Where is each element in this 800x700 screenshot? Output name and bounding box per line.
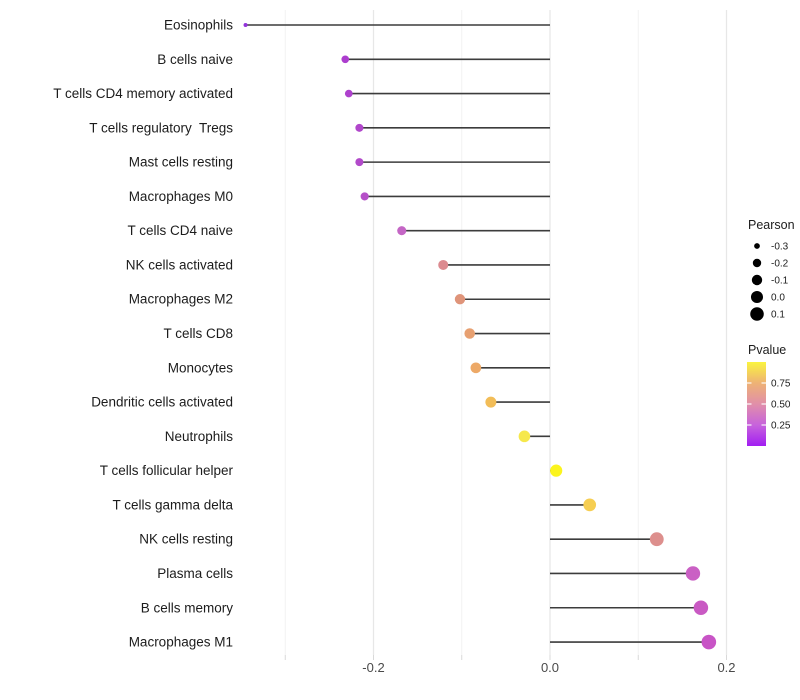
colorbar-labels: 0.75 0.50 0.25: [771, 379, 791, 432]
lollipop-dot: [583, 498, 597, 512]
lollipop-dot: [485, 396, 497, 408]
lollipop-row: [550, 566, 701, 581]
lollipop-dot: [649, 532, 664, 547]
legend-size-label: 0.1: [771, 310, 785, 321]
lollipop-row: [550, 600, 709, 616]
legend: Pearson -0.3-0.2-0.10.00.1 Pvalue 0.750.…: [747, 218, 795, 446]
legend-size-dot: [754, 243, 760, 249]
colorbar-tick-label: 0.50: [771, 400, 791, 411]
lollipop-dot: [341, 55, 350, 64]
category-label: NK cells activated: [126, 257, 233, 272]
lollipop-dot: [397, 226, 407, 236]
lollipop-dot: [464, 328, 475, 339]
lollipop-dot: [360, 192, 369, 201]
pearson-size-legend: -0.3 -0.2 -0.1 0.0 0.1: [750, 242, 789, 321]
legend-pvalue-title: Pvalue: [748, 343, 786, 357]
lollipop-row: [485, 396, 550, 408]
lollipop-row: [550, 498, 597, 512]
colorbar-tick-label: 0.25: [771, 421, 791, 432]
category-label: Neutrophils: [165, 429, 234, 444]
lollipop-row: [464, 328, 550, 339]
lollipop-row: [550, 634, 717, 650]
legend-pearson-title: Pearson: [748, 218, 795, 232]
category-label: Monocytes: [168, 360, 234, 375]
category-label: B cells naive: [157, 52, 233, 67]
x-tick-label: -0.2: [362, 660, 384, 675]
category-label: Mast cells resting: [129, 155, 233, 170]
lollipop-row: [243, 23, 550, 27]
legend-size-label: 0.0: [771, 293, 785, 304]
lollipop-row: [438, 259, 550, 270]
lollipop-row: [518, 430, 550, 443]
lollipop-dot: [685, 566, 701, 581]
legend-size-label: -0.3: [771, 242, 789, 253]
gridlines: [284, 10, 728, 655]
colorbar-ticks: [747, 382, 766, 426]
category-label: T cells gamma delta: [112, 497, 233, 512]
category-label: Macrophages M2: [129, 292, 233, 307]
lollipop-rows: [243, 23, 717, 650]
category-labels: Eosinophils B cells naive T cells CD4 memo…: [53, 18, 233, 650]
x-axis: -0.2 0.0 0.2: [284, 655, 736, 675]
x-tick-label: 0.0: [541, 660, 559, 675]
lollipop-dot: [243, 23, 248, 27]
legend-size-dot: [751, 274, 763, 286]
category-label: Eosinophils: [164, 18, 233, 33]
lollipop-dot: [454, 294, 466, 305]
pvalue-colorbar: [747, 362, 766, 446]
lollipop-row: [341, 55, 550, 64]
lollipop-row: [550, 532, 664, 547]
lollipop-dot: [693, 600, 709, 616]
lollipop-dot: [550, 464, 563, 477]
lollipop-dot: [701, 634, 717, 650]
lollipop-dot: [355, 158, 364, 167]
category-label: T cells follicular helper: [100, 463, 234, 478]
category-label: T cells regulatory Tregs: [89, 120, 233, 135]
category-label: Macrophages M0: [129, 189, 233, 204]
category-label: B cells memory: [141, 600, 234, 615]
category-label: T cells CD4 naive: [127, 223, 233, 238]
legend-size-dot: [752, 258, 762, 268]
lollipop-row: [470, 362, 550, 374]
lollipop-dot: [518, 430, 531, 443]
lollipop-row: [360, 192, 550, 201]
lollipop-dot: [470, 362, 482, 374]
lollipop-row: [355, 123, 550, 132]
legend-size-dot: [750, 307, 764, 321]
lollipop-row: [550, 464, 563, 477]
lollipop-row: [344, 89, 550, 98]
category-label: NK cells resting: [139, 532, 233, 547]
category-label: T cells CD8: [163, 326, 233, 341]
lollipop-row: [397, 226, 550, 236]
colorbar-tick-label: 0.75: [771, 379, 791, 390]
category-label: T cells CD4 memory activated: [53, 86, 233, 101]
lollipop-row: [454, 294, 550, 305]
lollipop-dot: [355, 123, 364, 132]
lollipop-row: [355, 158, 550, 167]
legend-size-label: -0.2: [771, 259, 789, 270]
legend-size-dot: [750, 290, 764, 304]
legend-size-label: -0.1: [771, 276, 789, 287]
lollipop-dot: [344, 89, 353, 98]
category-label: Dendritic cells activated: [91, 395, 233, 410]
x-tick-label: 0.2: [717, 660, 735, 675]
lollipop-dot: [438, 259, 449, 270]
category-label: Macrophages M1: [129, 635, 233, 650]
category-label: Plasma cells: [157, 566, 233, 581]
